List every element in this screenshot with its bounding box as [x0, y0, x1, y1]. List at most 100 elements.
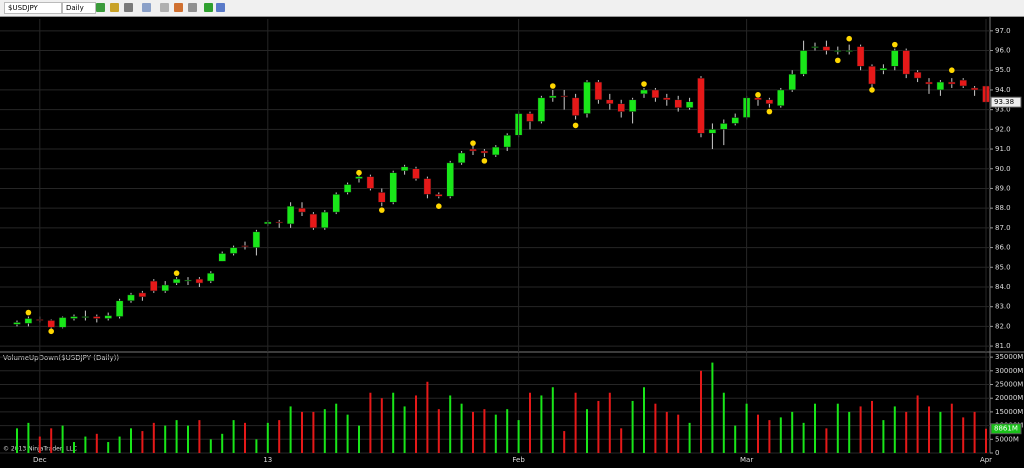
y-tick-label: 87.0: [995, 224, 1011, 232]
candle-body: [47, 320, 55, 328]
interval-selector[interactable]: Daily: [62, 2, 96, 14]
fractal-dot: [949, 67, 955, 74]
fractal-dot: [25, 309, 32, 316]
volume-bar: [608, 392, 611, 453]
candle-body: [754, 97, 762, 101]
x-tick-label: 13: [263, 456, 272, 464]
fractal-dot: [173, 270, 180, 276]
volume-bar: [882, 420, 885, 453]
candle-body: [891, 50, 899, 67]
candle-body: [184, 279, 192, 282]
volume-bar: [255, 439, 258, 453]
volume-bar: [187, 425, 189, 453]
candle-body: [343, 184, 352, 193]
candle-body: [731, 117, 739, 124]
chart: VolumeUpDown($USDJPY (Daily)) © 2013 Nin…: [0, 17, 1024, 468]
candle-body: [298, 207, 306, 213]
volume-bar: [221, 433, 224, 453]
candle-body: [93, 316, 101, 319]
candle-body: [115, 300, 124, 317]
candle-body: [366, 176, 375, 189]
candle-body: [218, 253, 226, 262]
volume-bar: [175, 420, 178, 453]
candle-body: [925, 81, 933, 85]
candle-body: [252, 231, 261, 248]
fractal-dot: [766, 108, 773, 115]
volume-bar: [27, 422, 30, 453]
candle-body: [856, 46, 865, 67]
volume-bar: [415, 395, 417, 453]
volume-bar: [403, 406, 406, 453]
indicator-button[interactable]: [174, 3, 183, 12]
volume-bar: [665, 411, 668, 453]
draw-button[interactable]: [110, 3, 119, 12]
volume-bar: [426, 381, 429, 453]
volume-bar: [529, 392, 531, 453]
candle-body: [685, 101, 694, 108]
candle-body: [560, 95, 568, 98]
volume-bar: [323, 409, 326, 453]
candle-body: [480, 150, 489, 154]
volume-bar: [301, 411, 303, 453]
fractal-dot: [48, 328, 54, 335]
y-tick-label: 93.0: [995, 106, 1011, 114]
candle-body: [412, 168, 420, 179]
candle-body: [571, 97, 580, 116]
candle-body: [70, 316, 78, 319]
instrument-selector[interactable]: $USDJPY: [4, 2, 62, 14]
volume-bar: [620, 428, 623, 453]
window-button[interactable]: [216, 3, 225, 12]
candle-body: [195, 278, 204, 284]
cursor-button[interactable]: [124, 3, 133, 12]
candle-body: [526, 113, 534, 122]
candle-body: [834, 50, 842, 52]
volume-bar: [745, 403, 748, 453]
candle-body: [355, 176, 363, 179]
zoom-button[interactable]: [142, 3, 151, 12]
data-box-button[interactable]: [204, 3, 213, 12]
x-tick-label: Apr: [980, 456, 992, 464]
candle-body: [309, 213, 318, 229]
candle-body: [936, 81, 945, 91]
properties-button[interactable]: [160, 3, 169, 12]
candle-body: [845, 50, 853, 52]
volume-bar: [95, 433, 98, 453]
background: [0, 17, 1024, 468]
volume-bar: [483, 409, 486, 453]
y-tick-label: 25000M: [995, 381, 1023, 389]
y-tick-label: 91.0: [995, 145, 1011, 153]
fractal-dot: [481, 158, 488, 164]
volume-bar: [61, 425, 64, 453]
volume-bar: [700, 370, 702, 453]
volume-bar: [814, 403, 816, 453]
candle-body: [868, 66, 876, 85]
volume-bar: [335, 403, 338, 453]
volume-bar: [825, 428, 828, 453]
volume-bar: [871, 400, 873, 453]
strategy-button[interactable]: [188, 3, 197, 12]
volume-bar: [928, 406, 930, 453]
x-tick-label: Feb: [512, 456, 525, 464]
fractal-dot: [641, 81, 647, 87]
candle-body: [207, 272, 215, 282]
y-tick-label: 94.0: [995, 86, 1011, 94]
volume-bar: [358, 425, 360, 453]
candle-body: [651, 89, 660, 99]
candle-body: [161, 284, 169, 292]
y-tick-label: 88.0: [995, 204, 1011, 212]
volume-bar: [893, 406, 896, 453]
volume-bar: [779, 417, 782, 453]
volume-bar: [540, 395, 543, 453]
volume-bar: [198, 420, 201, 453]
y-tick-label: 82.0: [995, 322, 1011, 330]
y-tick-label: 83.0: [995, 303, 1011, 311]
x-tick-label: Mar: [740, 456, 753, 464]
volume-bar: [472, 411, 474, 453]
volume-bar: [130, 428, 132, 453]
candle-body: [948, 81, 956, 85]
y-tick-label: 86.0: [995, 244, 1011, 252]
volume-bar: [380, 398, 383, 453]
bar-type-button[interactable]: [96, 3, 105, 12]
candle-body: [286, 205, 295, 225]
